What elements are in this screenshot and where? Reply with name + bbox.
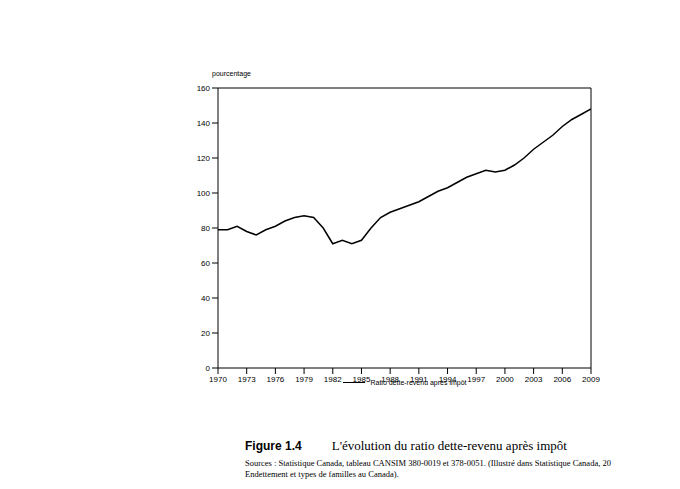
svg-text:1970: 1970 (209, 375, 227, 384)
svg-text:20: 20 (201, 329, 210, 338)
svg-text:1985: 1985 (352, 374, 371, 384)
svg-text:2009: 2009 (582, 375, 600, 384)
html-text:Ratio dette-revenu après impôt: Ratio dette-revenu après impôt (370, 379, 467, 386)
svg-text:1979: 1979 (295, 375, 313, 384)
html-text:Sources : Statistique Canada,: Sources : Statistique Canada, tableau CA… (245, 458, 611, 468)
html-text:pourcentage: pourcentage (212, 70, 251, 77)
html-text:L'évolution du ratio dette-rev: L'évolution du ratio dette-revenu après … (331, 438, 567, 453)
svg-text:80: 80 (201, 224, 210, 233)
svg-text:0: 0 (206, 364, 211, 373)
svg-text:1973: 1973 (238, 375, 256, 384)
html-text:Figure 1.4: Figure 1.4 (245, 439, 302, 453)
html-text:Endettement et types de famill: Endettement et types de familles au Cana… (245, 469, 399, 479)
svg-text:160: 160 (197, 84, 211, 93)
svg-text:1997: 1997 (467, 375, 485, 384)
svg-text:2006: 2006 (553, 375, 571, 384)
svg-text:100: 100 (197, 189, 211, 198)
svg-text:120: 120 (197, 154, 211, 163)
svg-text:2000: 2000 (496, 375, 514, 384)
svg-text:1982: 1982 (324, 375, 342, 384)
svg-text:40: 40 (201, 294, 210, 303)
svg-text:140: 140 (197, 119, 211, 128)
svg-text:2003: 2003 (525, 375, 543, 384)
svg-text:60: 60 (201, 259, 210, 268)
svg-text:1976: 1976 (266, 375, 284, 384)
